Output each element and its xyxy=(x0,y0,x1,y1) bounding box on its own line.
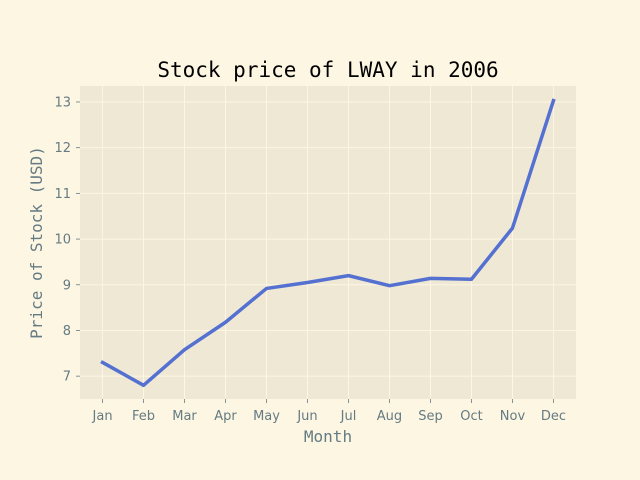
x-tick-label: May xyxy=(253,409,280,424)
grid-lines xyxy=(80,86,576,399)
x-tick-label: Mar xyxy=(172,409,197,424)
x-tick-label: Apr xyxy=(214,409,237,424)
x-tick-label: Jul xyxy=(340,409,357,424)
x-tick-label: Sep xyxy=(418,409,443,424)
y-tick-label: 11 xyxy=(54,187,71,202)
x-tick-label: Jun xyxy=(296,409,317,424)
y-tick-label: 9 xyxy=(63,278,71,293)
x-tick-label: Feb xyxy=(132,409,155,424)
plot-area xyxy=(80,86,576,399)
series-line xyxy=(100,98,556,388)
y-axis-ticks: 7 8 9 10 11 12 13 xyxy=(54,95,80,385)
series-lines xyxy=(100,98,556,388)
y-tick-label: 12 xyxy=(54,141,71,156)
y-tick-label: 10 xyxy=(54,233,71,248)
x-tick-label: Nov xyxy=(500,409,526,424)
x-tick-label: Jan xyxy=(92,409,113,424)
y-axis-label: Price of Stock (USD) xyxy=(27,146,46,339)
x-tick-label: Aug xyxy=(377,409,402,424)
x-axis-label: Month xyxy=(304,427,352,446)
x-tick-label: Dec xyxy=(541,409,566,424)
y-tick-label: 13 xyxy=(54,95,71,110)
x-tick-label: Oct xyxy=(460,409,482,424)
y-tick-label: 7 xyxy=(63,370,71,385)
x-axis-ticks: Jan Feb Mar Apr May Jun Jul Aug Sep Oct Nov Dec xyxy=(92,399,566,424)
chart-title: Stock price of LWAY in 2006 xyxy=(157,58,498,82)
y-tick-label: 8 xyxy=(63,324,71,339)
